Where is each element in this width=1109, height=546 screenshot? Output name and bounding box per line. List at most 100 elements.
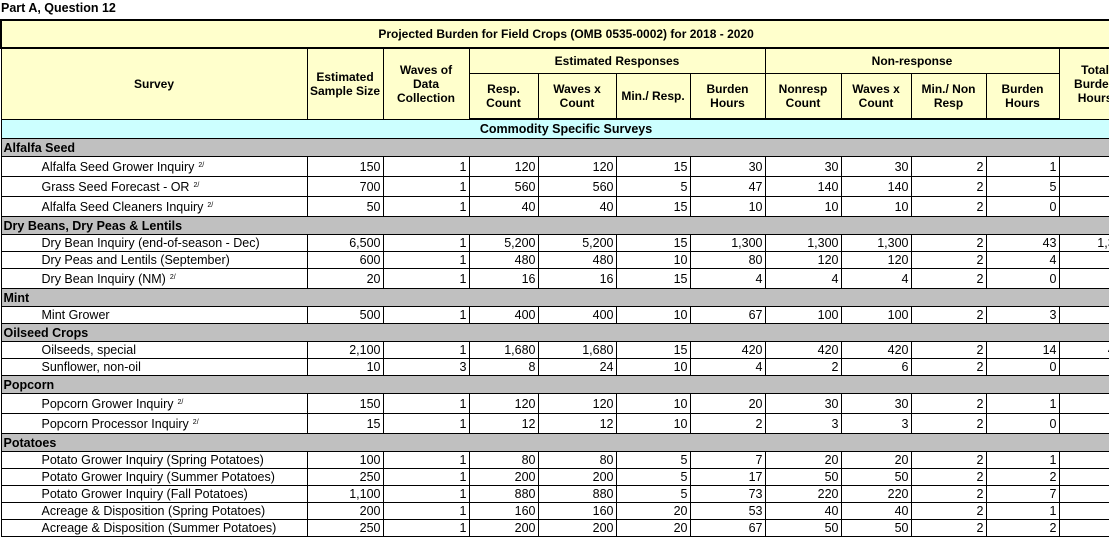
value-cell: 73 [689,485,766,503]
value-cell: 1,343 [1058,234,1109,252]
value-cell: 1 [985,156,1060,177]
value-cell: 220 [764,485,842,503]
value-cell: 2 [910,451,987,469]
data-row: Alfalfa Seed Cleaners Inquiry 2/50 1 40 40 15… [0,196,1109,217]
value-cell: 1,300 [764,234,842,252]
value-cell: 880 [537,485,617,503]
group-name: Mint [0,288,1109,307]
value-cell: 15 [615,234,691,252]
survey-cell: Dry Bean Inquiry (NM) 2/ [0,268,308,289]
value-cell: 200 [537,519,617,537]
value-cell: 2 [910,519,987,537]
data-row: Dry Bean Inquiry (end-of-season - Dec) 6,… [0,234,1109,252]
value-cell: 120 [537,393,617,414]
value-cell: 40 [840,502,912,520]
sub-header: Burden Hours [985,72,1060,120]
value-cell: 12 [468,413,539,434]
group-row: Dry Beans, Dry Peas & Lentils [0,216,1109,235]
value-cell: 2 [910,341,987,359]
value-cell: 4 [764,268,842,289]
group-row: Oilseed Crops [0,323,1109,342]
value-cell: 0 [985,268,1060,289]
value-cell: 4 [689,268,766,289]
survey-cell: Acreage & Disposition (Summer Potatoes) [0,519,308,537]
table-title: Projected Burden for Field Crops (OMB 05… [0,19,1109,49]
survey-cell: Popcorn Grower Inquiry 2/ [0,393,308,414]
value-cell: 560 [468,176,539,197]
value-cell: 12 [537,413,617,434]
value-cell: 420 [840,341,912,359]
footnote: 2/ [198,162,205,169]
value-cell: 15 [615,268,691,289]
header-group: Estimated Responses [468,47,766,74]
value-cell: 67 [689,519,766,537]
group-row: Alfalfa Seed [0,138,1109,157]
value-cell: 2 [1058,413,1109,434]
value-cell: 1 [985,451,1060,469]
value-cell: 20 [615,519,691,537]
value-cell: 1 [382,306,470,324]
value-cell: 420 [689,341,766,359]
value-cell: 30 [764,393,842,414]
value-cell: 10 [615,393,691,414]
value-cell: 14 [985,341,1060,359]
value-cell: 31 [1058,156,1109,177]
sub-header: Nonresp Count [764,72,842,120]
survey-cell: Sunflower, non-oil [0,358,308,376]
survey-cell: Potato Grower Inquiry (Fall Potatoes) [0,485,308,503]
value-cell: 2 [910,268,987,289]
value-cell: 3 [382,358,470,376]
sub-header: Min./ Non Resp [910,72,987,120]
data-row: Potato Grower Inquiry (Spring Potatoes) 1… [0,451,1109,469]
value-cell: 20 [689,393,766,414]
value-cell: 0 [985,413,1060,434]
value-cell: 1 [382,341,470,359]
value-cell: 250 [306,519,384,537]
data-row: Potato Grower Inquiry (Fall Potatoes) 1,1… [0,485,1109,503]
value-cell: 1 [382,268,470,289]
value-cell: 150 [306,156,384,177]
value-cell: 15 [615,196,691,217]
value-cell: 10 [615,251,691,269]
survey-cell: Grass Seed Forecast - OR 2/ [0,176,308,197]
value-cell: 1 [382,251,470,269]
value-cell: 30 [840,393,912,414]
value-cell: 100 [840,306,912,324]
value-cell: 67 [689,306,766,324]
value-cell: 5 [615,176,691,197]
value-cell: 3 [985,306,1060,324]
survey-name: Oilseeds, special [41,343,137,357]
value-cell: 1 [382,393,470,414]
footnote: 2/ [177,399,184,406]
survey-name: Dry Peas and Lentils (September) [41,253,230,267]
value-cell: 2 [910,156,987,177]
value-cell: 434 [1058,341,1109,359]
data-row: Alfalfa Seed Grower Inquiry 2/150 1 120 120 1… [0,156,1109,177]
value-cell: 52 [1058,176,1109,197]
value-cell: 5 [985,176,1060,197]
survey-name: Dry Bean Inquiry (end-of-season - Dec) [41,236,260,250]
value-cell: 2 [689,413,766,434]
value-cell: 30 [689,156,766,177]
data-row: Acreage & Disposition (Spring Potatoes) 2… [0,502,1109,520]
value-cell: 16 [468,268,539,289]
value-cell: 1 [382,413,470,434]
value-cell: 120 [537,156,617,177]
value-cell: 50 [764,519,842,537]
value-cell: 40 [468,196,539,217]
value-cell: 2,100 [306,341,384,359]
footnote: 2/ [193,182,200,189]
value-cell: 220 [840,485,912,503]
value-cell: 80 [1058,485,1109,503]
group-name: Dry Beans, Dry Peas & Lentils [0,216,1109,235]
data-row: Sunflower, non-oil10382410426204 [0,358,1109,376]
value-cell: 120 [840,251,912,269]
survey-cell: Acreage & Disposition (Spring Potatoes) [0,502,308,520]
value-cell: 30 [840,156,912,177]
value-cell: 2 [985,519,1060,537]
value-cell: 880 [468,485,539,503]
data-row: Dry Peas and Lentils (September) 600 1 480 4… [0,251,1109,269]
value-cell: 80 [689,251,766,269]
value-cell: 2 [910,176,987,197]
